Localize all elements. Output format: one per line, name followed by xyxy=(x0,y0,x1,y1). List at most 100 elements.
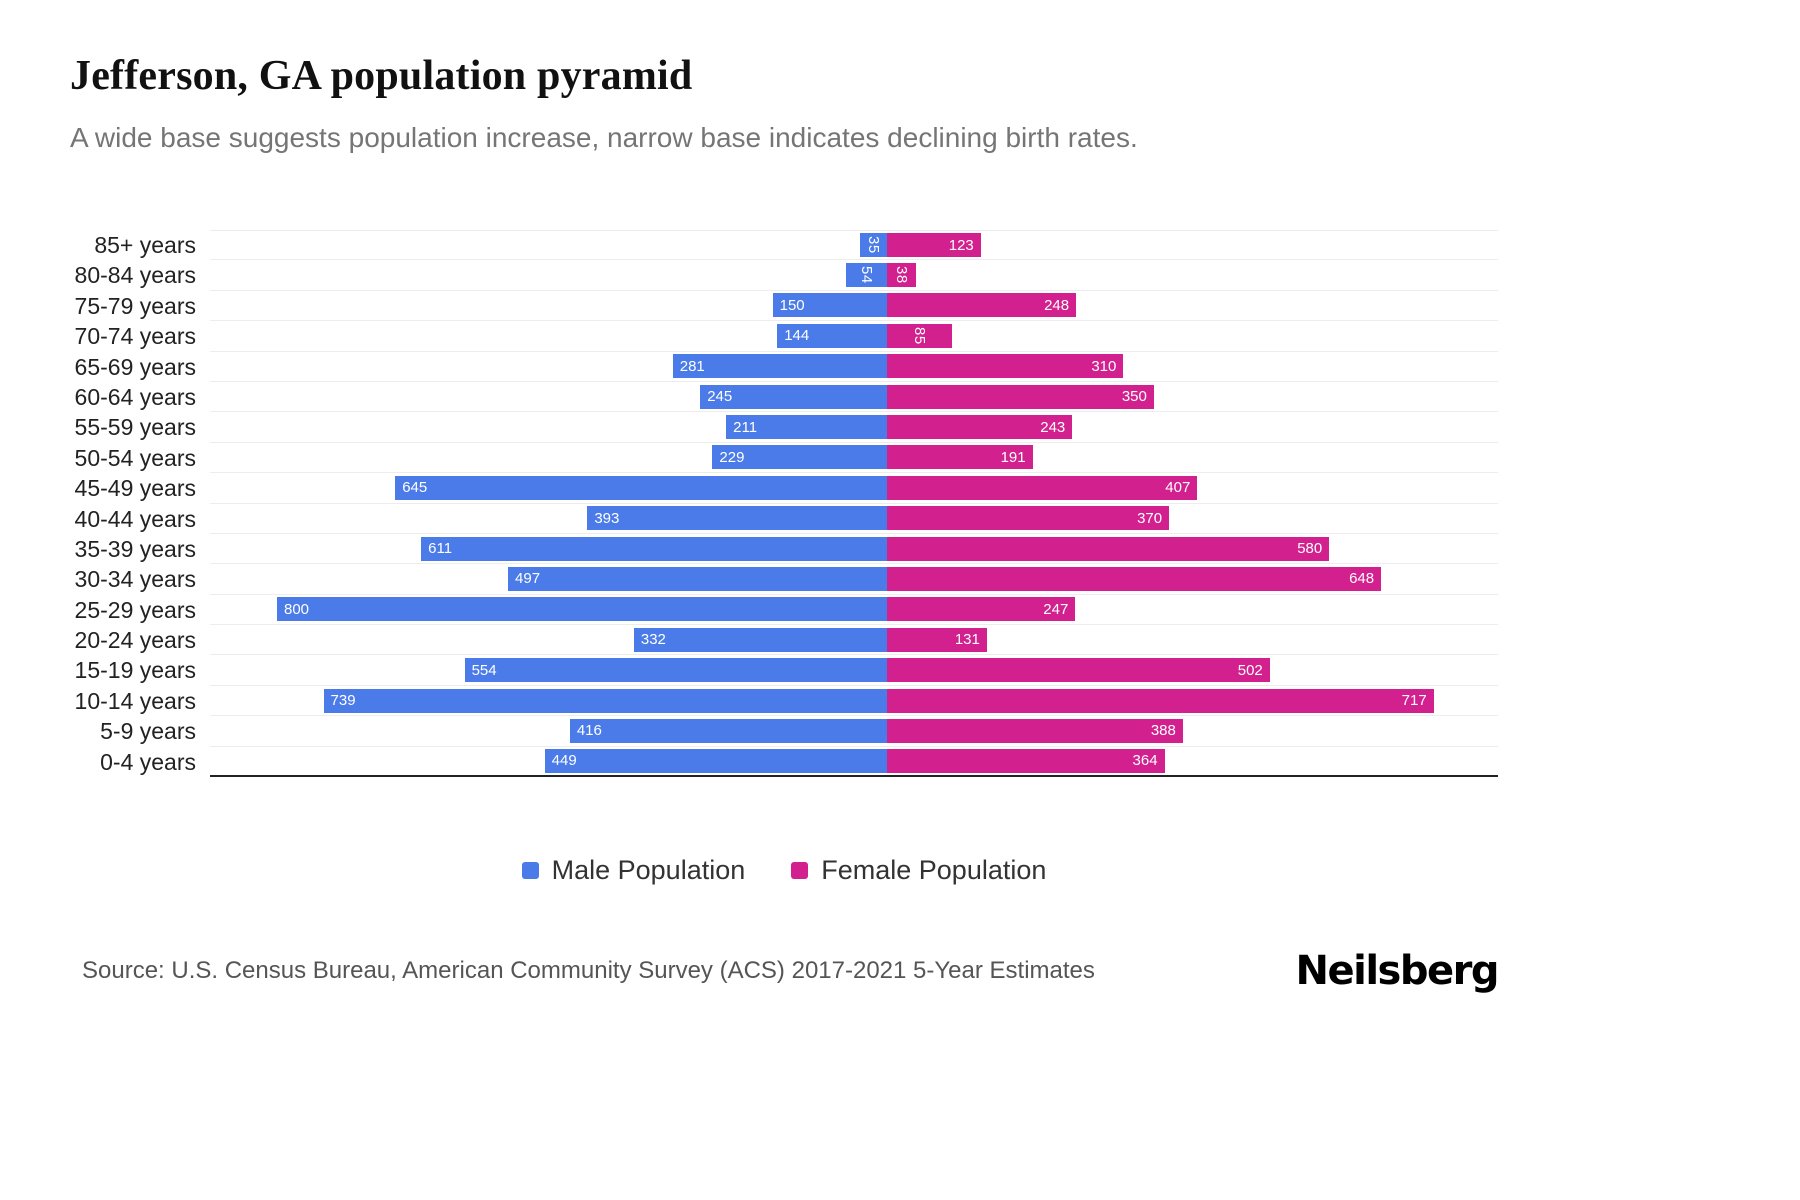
female-bar: 717 xyxy=(887,688,1434,713)
female-bar-area: 247 xyxy=(887,597,1498,622)
male-bar: 800 xyxy=(277,597,887,622)
bar-value-label: 388 xyxy=(1150,722,1176,740)
female-bar-area: 717 xyxy=(887,688,1498,713)
pyramid-row: 0-4 years 449 364 xyxy=(70,747,1498,778)
female-bar: 370 xyxy=(887,506,1170,531)
male-bar-area: 554 xyxy=(210,658,887,683)
plot-row: 800 247 xyxy=(210,595,1498,626)
bar-value-label: 497 xyxy=(515,570,541,588)
male-swatch-icon xyxy=(521,862,539,880)
page: Jefferson, GA population pyramid A wide … xyxy=(70,0,1500,994)
female-bar-area: 131 xyxy=(887,627,1498,652)
age-group-label: 20-24 years xyxy=(74,627,196,654)
pyramid-row: 25-29 years 800 247 xyxy=(70,595,1498,626)
bar-value-label: 38 xyxy=(892,266,910,284)
bar-value-label: 393 xyxy=(594,509,620,527)
male-bar: 393 xyxy=(587,506,887,531)
plot-row: 393 370 xyxy=(210,504,1498,534)
bar-value-label: 554 xyxy=(471,661,497,679)
female-swatch-icon xyxy=(791,862,809,880)
male-bar: 35 xyxy=(860,233,887,258)
bar-value-label: 229 xyxy=(719,448,745,466)
male-bar-area: 739 xyxy=(210,688,887,713)
source-text: Source: U.S. Census Bureau, American Com… xyxy=(82,957,1095,985)
plot-row: 245 350 xyxy=(210,382,1498,413)
plot-row: 416 388 xyxy=(210,716,1498,747)
female-bar-area: 85 xyxy=(887,323,1498,348)
female-bar: 243 xyxy=(887,415,1073,440)
female-legend-label: Female Population xyxy=(821,855,1047,886)
bar-value-label: 648 xyxy=(1349,570,1375,588)
male-bar-area: 416 xyxy=(210,718,887,743)
male-bar: 554 xyxy=(464,658,887,683)
age-group-label: 40-44 years xyxy=(74,505,196,532)
male-bar-area: 54 xyxy=(210,263,887,288)
male-bar-area: 800 xyxy=(210,597,887,622)
pyramid-row: 45-49 years 645 407 xyxy=(70,473,1498,504)
plot-row: 554 502 xyxy=(210,655,1498,686)
bar-value-label: 123 xyxy=(948,236,974,254)
female-bar-area: 364 xyxy=(887,748,1498,773)
female-bar: 407 xyxy=(887,475,1198,500)
population-pyramid-chart: 85+ years 35 123 80-84 years 54 38 75-79 years… xyxy=(70,230,1498,778)
pyramid-row: 75-79 years 150 248 xyxy=(70,291,1498,322)
pyramid-row: 5-9 years 416 388 xyxy=(70,716,1498,747)
male-bar: 245 xyxy=(700,384,887,409)
male-bar: 645 xyxy=(395,475,887,500)
female-bar-area: 388 xyxy=(887,718,1498,743)
bar-value-label: 364 xyxy=(1132,752,1158,770)
plot-row: 332 131 xyxy=(210,625,1498,656)
male-bar: 332 xyxy=(633,627,887,652)
bar-value-label: 35 xyxy=(865,236,883,255)
chart-subtitle: A wide base suggests population increase… xyxy=(70,122,1138,153)
pyramid-row: 80-84 years 54 38 xyxy=(70,260,1498,291)
plot-row: 449 364 xyxy=(210,747,1498,778)
pyramid-row: 50-54 years 229 191 xyxy=(70,443,1498,474)
pyramid-row: 55-59 years 211 243 xyxy=(70,412,1498,443)
pyramid-row: 85+ years 35 123 xyxy=(70,230,1498,261)
legend-item-female: Female Population xyxy=(791,855,1046,886)
age-group-label: 60-64 years xyxy=(74,383,196,410)
female-bar: 38 xyxy=(887,263,916,288)
bar-value-label: 54 xyxy=(857,266,875,284)
male-bar-area: 229 xyxy=(210,445,887,470)
male-legend-label: Male Population xyxy=(551,855,746,886)
female-bar: 364 xyxy=(887,748,1165,773)
bar-value-label: 85 xyxy=(910,327,928,345)
bar-value-label: 131 xyxy=(954,631,980,649)
bar-value-label: 611 xyxy=(428,540,453,558)
bar-value-label: 248 xyxy=(1044,296,1070,314)
age-group-label: 80-84 years xyxy=(74,262,196,289)
male-bar: 229 xyxy=(712,445,887,470)
pyramid-row: 65-69 years 281 310 xyxy=(70,352,1498,382)
female-bar: 502 xyxy=(887,658,1270,683)
bar-value-label: 243 xyxy=(1040,418,1066,436)
plot-row: 497 648 xyxy=(210,564,1498,595)
pyramid-row: 70-74 years 144 85 xyxy=(70,321,1498,352)
age-group-label: 85+ years xyxy=(94,232,196,258)
bar-value-label: 580 xyxy=(1297,540,1323,558)
plot-row: 150 248 xyxy=(210,291,1498,322)
male-bar-area: 150 xyxy=(210,293,887,318)
age-group-label: 25-29 years xyxy=(74,596,196,623)
bar-value-label: 150 xyxy=(779,296,805,314)
male-bar: 416 xyxy=(569,718,887,743)
bar-value-label: 645 xyxy=(402,479,428,497)
bar-value-label: 247 xyxy=(1043,600,1069,618)
female-bar: 131 xyxy=(887,627,987,652)
pyramid-row: 15-19 years 554 502 xyxy=(70,655,1498,686)
bar-value-label: 416 xyxy=(576,722,602,740)
female-bar: 191 xyxy=(887,445,1033,470)
age-group-label: 15-19 years xyxy=(74,657,196,684)
female-bar: 310 xyxy=(887,354,1124,379)
plot-row: 645 407 xyxy=(210,473,1498,504)
male-bar-area: 449 xyxy=(210,748,887,773)
female-bar: 247 xyxy=(887,597,1076,622)
bar-value-label: 407 xyxy=(1165,479,1191,497)
age-group-label: 45-49 years xyxy=(74,475,196,502)
pyramid-row: 10-14 years 739 717 xyxy=(70,686,1498,717)
pyramid-row: 20-24 years 332 131 xyxy=(70,625,1498,656)
age-group-label: 50-54 years xyxy=(74,444,196,471)
female-bar-area: 310 xyxy=(887,354,1498,379)
age-group-label: 0-4 years xyxy=(100,748,196,775)
